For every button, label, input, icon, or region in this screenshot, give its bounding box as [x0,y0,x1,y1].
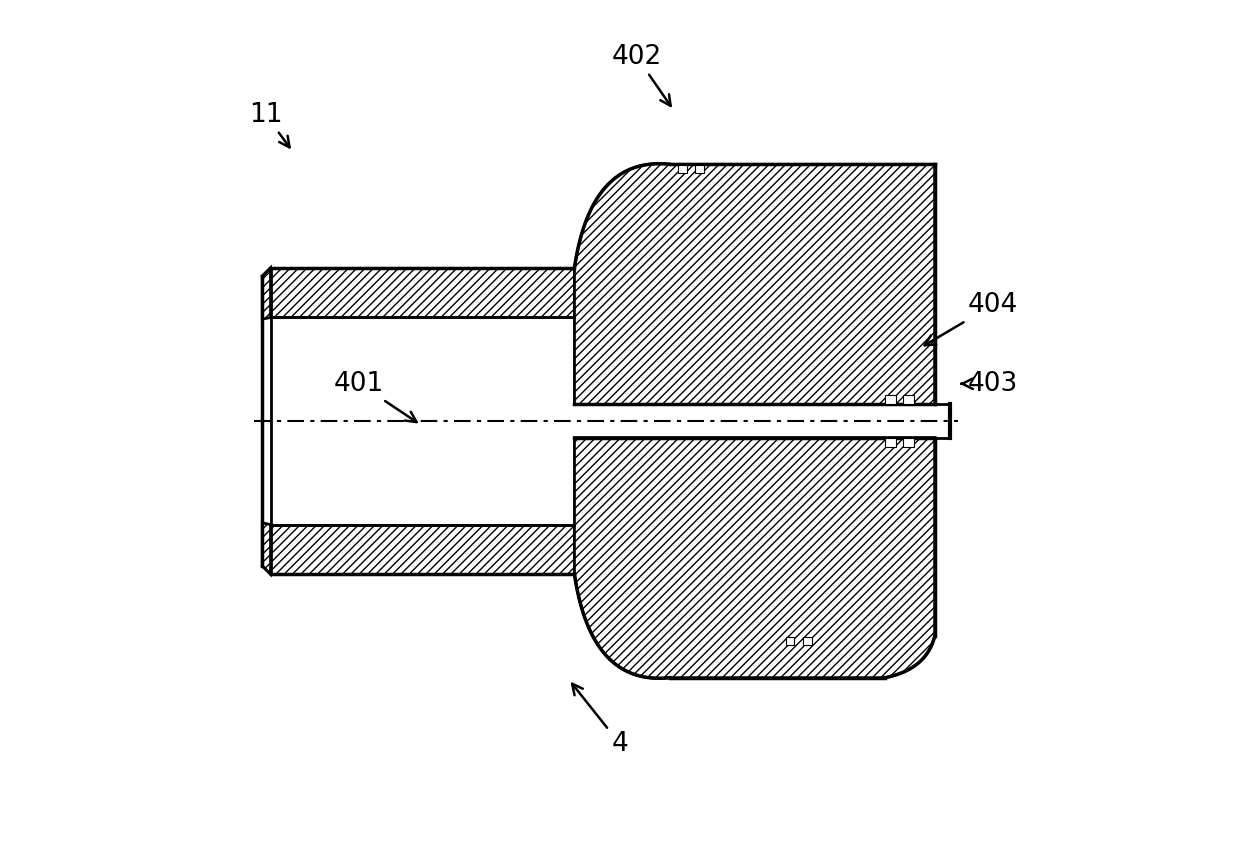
Polygon shape [270,525,574,574]
Text: 4: 4 [572,684,629,757]
Bar [903,396,914,403]
Bar [696,165,704,173]
Polygon shape [262,523,270,574]
Text: 11: 11 [249,102,290,147]
Bar [885,396,895,403]
Polygon shape [574,163,935,404]
Text: 402: 402 [611,44,671,106]
Bar [885,439,895,446]
Text: 401: 401 [334,370,417,422]
Polygon shape [270,268,574,317]
Polygon shape [262,268,270,319]
Polygon shape [574,438,935,679]
Bar [804,637,812,646]
Bar [678,165,687,173]
Bar [786,637,795,646]
Bar [903,439,914,446]
Text: 404: 404 [925,292,1018,345]
Text: 403: 403 [961,370,1018,397]
